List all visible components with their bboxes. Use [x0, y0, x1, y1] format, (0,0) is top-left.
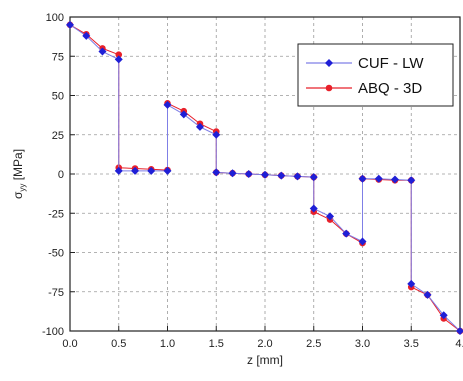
data-point [212, 130, 221, 139]
data-point [407, 176, 416, 185]
data-point [293, 172, 302, 181]
y-tick-label: -50 [48, 248, 64, 260]
data-point [114, 166, 123, 175]
x-tick-label: 2.5 [306, 338, 321, 350]
data-point [115, 51, 123, 58]
data-point [66, 20, 74, 29]
x-tick-label: 0.5 [111, 338, 126, 350]
y-tick-label: 75 [52, 51, 64, 63]
y-tick-label: 100 [46, 12, 64, 24]
x-tick-label: 1.5 [209, 338, 224, 350]
y-tick-label: -100 [42, 326, 64, 338]
data-point [390, 175, 399, 184]
data-point [325, 84, 333, 92]
series-layer [66, 20, 463, 335]
data-point [456, 327, 463, 335]
y-axis-title: σyy [MPa] [11, 149, 27, 199]
x-tick-label: 1.0 [160, 338, 175, 350]
data-point [358, 174, 367, 183]
data-point [228, 169, 237, 178]
data-point [423, 290, 432, 299]
legend-label: ABQ - 3D [358, 80, 422, 97]
data-point [98, 47, 107, 56]
y-tick-label: 0 [58, 169, 64, 181]
data-point [326, 212, 335, 221]
y-tick-label: 50 [52, 91, 64, 103]
data-point [244, 170, 253, 178]
y-axis-title-main: σ [11, 191, 25, 199]
x-tick-label: 4. [455, 338, 463, 350]
x-tick-label: 3.0 [355, 338, 370, 350]
data-point [212, 168, 221, 177]
data-point [179, 110, 188, 119]
data-point [131, 166, 140, 175]
x-tick-label: 2.0 [257, 338, 272, 350]
data-point [309, 204, 318, 213]
data-point [261, 170, 269, 179]
data-point [439, 311, 448, 320]
data-point [195, 122, 204, 131]
data-point [342, 229, 351, 238]
data-point [309, 173, 318, 182]
data-point [114, 55, 123, 64]
x-axis-title: z [mm] [247, 353, 283, 367]
data-point [374, 174, 383, 183]
legend-box [297, 43, 454, 107]
legend: CUF - LW ABQ - 3D [297, 43, 454, 107]
data-point [407, 279, 416, 288]
data-point [163, 166, 172, 175]
axis-ticks: 0.0 0.5 1.0 1.5 2.0 2.5 3.0 3.5 4. 100 75 50 25 0 -25 -… [42, 12, 463, 350]
x-tick-label: 0.0 [62, 338, 77, 350]
legend-label: CUF - LW [358, 55, 424, 72]
data-point [147, 166, 156, 175]
data-point [325, 59, 333, 67]
data-point [163, 100, 172, 109]
data-point [358, 237, 367, 246]
y-tick-label: -75 [48, 287, 64, 299]
x-tick-label: 3.5 [404, 338, 419, 350]
data-point [277, 171, 286, 180]
y-tick-label: -25 [48, 208, 64, 220]
data-point [82, 31, 91, 40]
y-axis-title-sub: yy [18, 184, 27, 192]
y-axis-title-unit: [MPa] [11, 149, 25, 184]
y-tick-label: 25 [52, 130, 64, 142]
series-0 [66, 20, 463, 335]
